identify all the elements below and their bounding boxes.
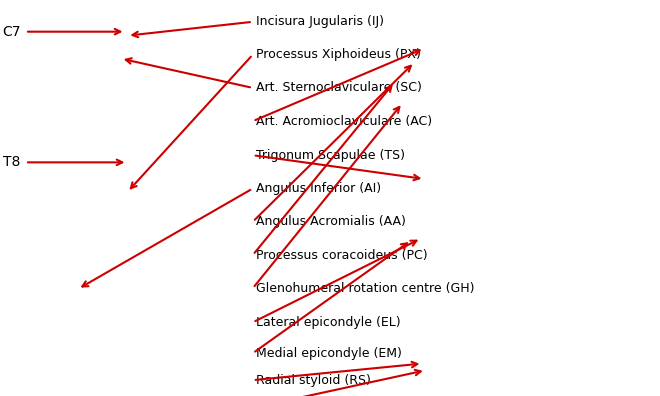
Text: Art. Acromioclaviculare (AC): Art. Acromioclaviculare (AC)	[256, 115, 432, 128]
Text: Incisura Jugularis (IJ): Incisura Jugularis (IJ)	[256, 15, 384, 28]
Text: C7: C7	[3, 25, 21, 39]
Text: Trigonum Scapulae (TS): Trigonum Scapulae (TS)	[256, 149, 405, 162]
Text: Processus coracoideus (PC): Processus coracoideus (PC)	[256, 249, 428, 261]
Text: Processus Xiphoideus (PX): Processus Xiphoideus (PX)	[256, 48, 421, 61]
Text: Medial epicondyle (EM): Medial epicondyle (EM)	[256, 347, 402, 360]
Text: Glenohumeral rotation centre (GH): Glenohumeral rotation centre (GH)	[256, 282, 475, 295]
Text: Art. Sternoclaviculare (SC): Art. Sternoclaviculare (SC)	[256, 82, 422, 94]
Text: Angulus Inferior (AI): Angulus Inferior (AI)	[256, 182, 381, 195]
Text: Angulus Acromialis (AA): Angulus Acromialis (AA)	[256, 215, 406, 228]
Text: T8: T8	[3, 155, 20, 169]
Text: Lateral epicondyle (EL): Lateral epicondyle (EL)	[256, 316, 401, 329]
Text: Radial styloid (RS): Radial styloid (RS)	[256, 374, 371, 386]
